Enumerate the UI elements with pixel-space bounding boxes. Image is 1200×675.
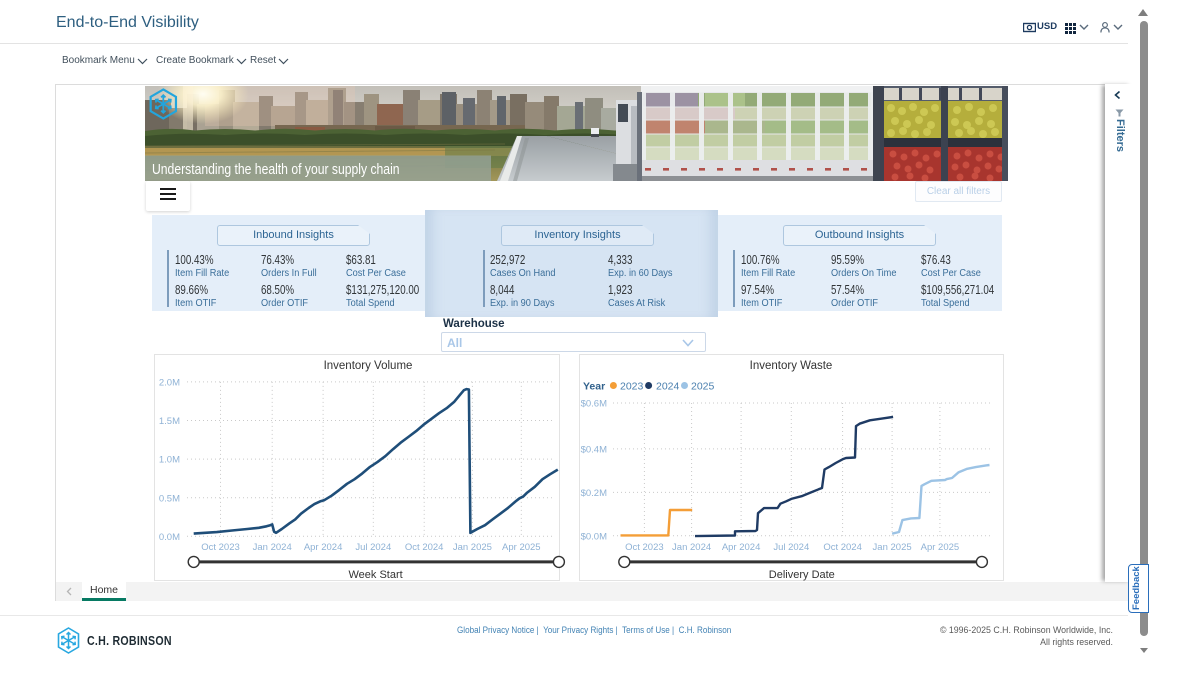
svg-text:Delivery Date: Delivery Date bbox=[769, 569, 835, 581]
svg-text:Oct 2023: Oct 2023 bbox=[201, 542, 240, 553]
svg-text:Year: Year bbox=[583, 381, 605, 393]
svg-text:Apr 2024: Apr 2024 bbox=[304, 542, 343, 553]
svg-text:0.5M: 0.5M bbox=[159, 493, 180, 504]
svg-text:Apr 2025: Apr 2025 bbox=[502, 542, 541, 553]
svg-text:Jan 2024: Jan 2024 bbox=[253, 542, 292, 553]
svg-text:Oct 2024: Oct 2024 bbox=[823, 542, 862, 553]
svg-text:1.0M: 1.0M bbox=[159, 455, 180, 466]
svg-text:Inventory Volume: Inventory Volume bbox=[324, 360, 413, 372]
svg-text:$0.2M: $0.2M bbox=[581, 488, 607, 499]
svg-text:Jul 2024: Jul 2024 bbox=[773, 542, 809, 553]
svg-text:Jan 2025: Jan 2025 bbox=[873, 542, 912, 553]
svg-text:Jul 2024: Jul 2024 bbox=[355, 542, 391, 553]
svg-text:$0.4M: $0.4M bbox=[581, 445, 607, 456]
svg-text:Jan 2025: Jan 2025 bbox=[453, 542, 492, 553]
svg-text:2.0M: 2.0M bbox=[159, 378, 180, 389]
svg-text:Oct 2024: Oct 2024 bbox=[405, 542, 444, 553]
svg-text:$0.0M: $0.0M bbox=[581, 531, 607, 542]
svg-text:Jan 2024: Jan 2024 bbox=[672, 542, 711, 553]
svg-text:1.5M: 1.5M bbox=[159, 416, 180, 427]
svg-text:Apr 2025: Apr 2025 bbox=[921, 542, 960, 553]
svg-text:Apr 2024: Apr 2024 bbox=[722, 542, 761, 553]
svg-text:Inventory Waste: Inventory Waste bbox=[750, 360, 833, 372]
svg-text:Understanding the health of yo: Understanding the health of your supply … bbox=[152, 161, 400, 177]
svg-text:2025: 2025 bbox=[691, 381, 715, 393]
svg-text:$0.6M: $0.6M bbox=[581, 399, 607, 410]
svg-text:Week Start: Week Start bbox=[348, 569, 402, 581]
svg-text:0.0M: 0.0M bbox=[159, 532, 180, 543]
svg-text:2024: 2024 bbox=[656, 381, 680, 393]
svg-text:2023: 2023 bbox=[620, 381, 644, 393]
svg-text:Oct 2023: Oct 2023 bbox=[625, 542, 664, 553]
